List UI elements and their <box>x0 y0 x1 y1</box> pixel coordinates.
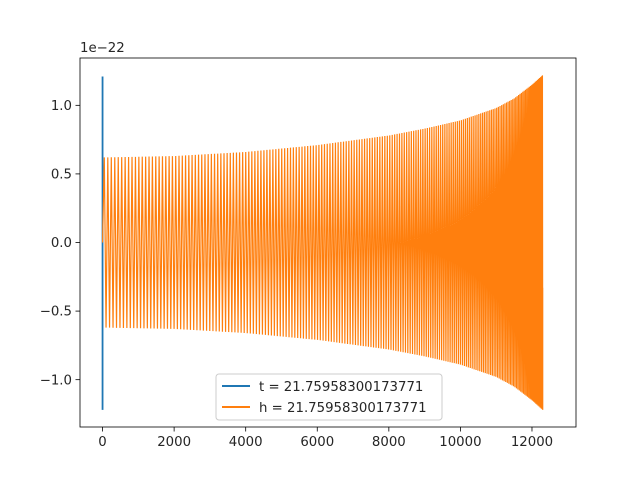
y-tick-label: −1.0 <box>40 373 72 388</box>
x-tick-label: 6000 <box>300 435 334 450</box>
legend-box <box>215 373 443 421</box>
y-tick-label: −0.5 <box>40 305 72 320</box>
y-offset-label: 1e−22 <box>80 41 125 56</box>
legend-label-h: h = 21.75958300173771 <box>259 401 427 416</box>
x-tick-label: 2000 <box>157 435 191 450</box>
x-tick-label: 12000 <box>511 435 553 450</box>
legend: t = 21.75958300173771 h = 21.75958300173… <box>215 373 443 421</box>
x-tick-label: 4000 <box>229 435 263 450</box>
y-tick-label: 1.0 <box>51 99 72 114</box>
y-tick-label: 0.0 <box>51 236 72 251</box>
x-axis: 0 2000 4000 6000 8000 10000 12000 <box>98 427 553 450</box>
x-tick-label: 8000 <box>372 435 406 450</box>
y-tick-label: 0.5 <box>51 168 72 183</box>
x-tick-label: 10000 <box>439 435 481 450</box>
legend-label-t: t = 21.75958300173771 <box>259 380 423 395</box>
x-tick-label: 0 <box>98 435 106 450</box>
y-axis: −1.0 −0.5 0.0 0.5 1.0 <box>40 99 80 388</box>
plot-area <box>101 75 544 410</box>
series-h-line <box>101 75 544 410</box>
